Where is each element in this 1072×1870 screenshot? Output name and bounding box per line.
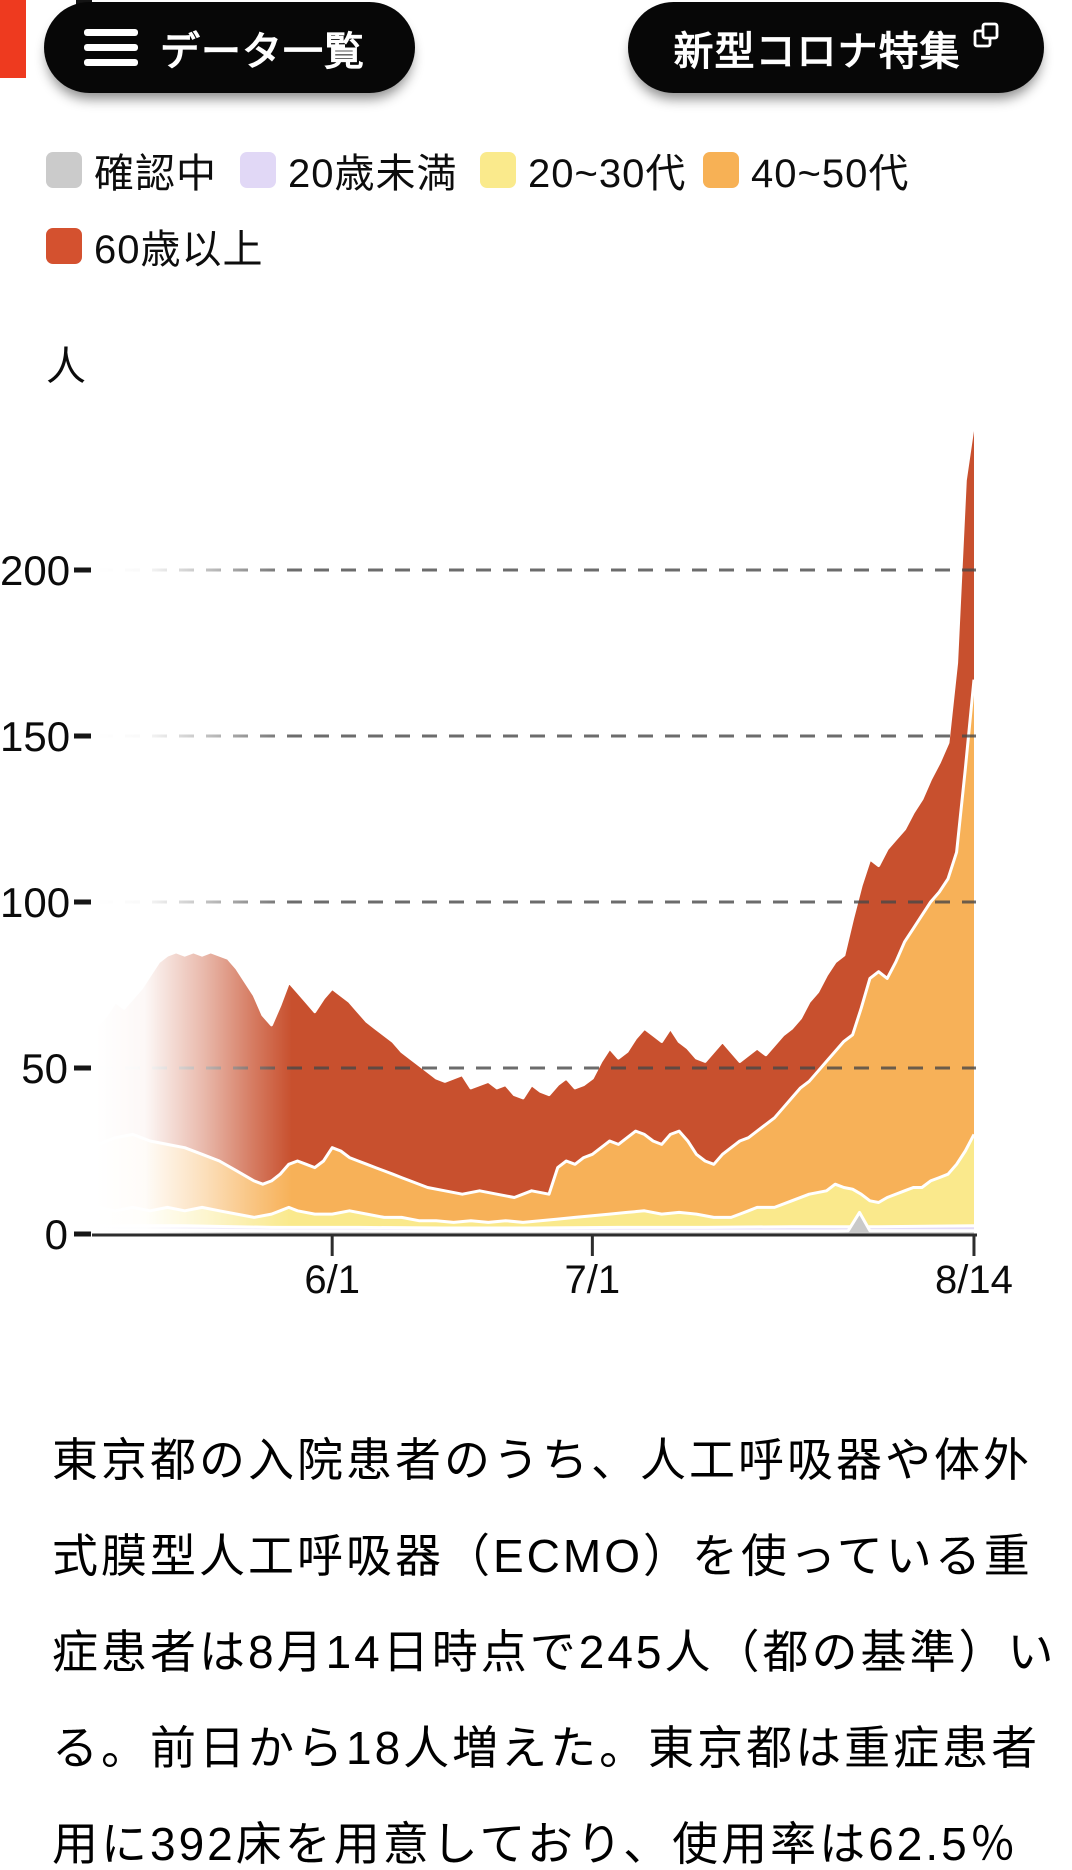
paragraph-line: 症患者は8月14日時点で245人（都の基準）い: [52, 1626, 1057, 1678]
legend-item-under20: 20歳未満: [240, 150, 458, 196]
covid-feature-button-label: 新型コロナ特集: [673, 29, 961, 74]
y-axis-tick-label: 150: [0, 713, 71, 760]
legend-item-40s50s: 40~50代: [703, 150, 909, 196]
data-list-button-label: データ一覧: [160, 29, 365, 74]
y-axis-tick: [74, 1065, 91, 1071]
area-60歳以上: [98, 420, 974, 1235]
x-axis-tick-label: 6/1: [304, 1258, 360, 1302]
brand-accent-bar: [0, 0, 26, 78]
external-link-icon: [973, 22, 998, 47]
legend-label: 20~30代: [528, 152, 687, 196]
legend-item-unconfirmed: 確認中: [46, 150, 217, 196]
hamburger-icon: [84, 29, 138, 66]
y-axis-tick-label: 50: [21, 1045, 68, 1092]
area-top-stroke: [97, 1210, 974, 1233]
y-axis-tick: [74, 733, 91, 739]
covid-feature-button[interactable]: 新型コロナ特集: [628, 2, 1044, 93]
y-axis-tick: [74, 567, 91, 573]
article-paragraph: 東京都の入院患者のうち、人工呼吸器や体外 式膜型人工呼吸器（ECMO）を使ってい…: [52, 1412, 1057, 1870]
paragraph-line: 東京都の入院患者のうち、人工呼吸器や体外: [52, 1434, 1032, 1486]
y-axis-tick-label: 200: [0, 547, 71, 594]
paragraph-line: 式膜型人工呼吸器（ECMO）を使っている重: [52, 1530, 1033, 1582]
x-axis-tick-label: 7/1: [564, 1258, 621, 1302]
left-fade-overlay: [96, 320, 292, 1236]
y-axis-tick: [74, 1231, 91, 1237]
paragraph-line: る。前日から18人増えた。東京都は重症患者: [52, 1722, 1041, 1774]
y-axis-tick-label: 0: [44, 1211, 68, 1258]
legend-label: 20歳未満: [288, 152, 458, 196]
legend-item-over60: 60歳以上: [46, 226, 264, 272]
paragraph-line: 用に392床を用意しており、使用率は62.5％: [52, 1818, 1019, 1870]
x-axis-tick-label: 8/14: [935, 1258, 1013, 1302]
legend-label: 確認中: [94, 152, 217, 196]
y-axis-tick-label: 100: [0, 879, 71, 926]
y-axis-tick: [74, 899, 91, 905]
legend-label: 60歳以上: [94, 228, 264, 272]
legend-swatch-40s50s: [703, 152, 739, 188]
legend-label: 40~50代: [751, 152, 910, 196]
legend-swatch-20s30s: [480, 152, 516, 188]
legend-swatch-over60: [46, 228, 82, 264]
legend-swatch-unconfirmed: [46, 152, 82, 188]
y-axis-unit-label: 人: [46, 345, 86, 389]
data-list-button[interactable]: データ一覧: [44, 2, 415, 93]
legend-swatch-under20: [240, 152, 276, 188]
legend-item-20s30s: 20~30代: [480, 150, 686, 196]
